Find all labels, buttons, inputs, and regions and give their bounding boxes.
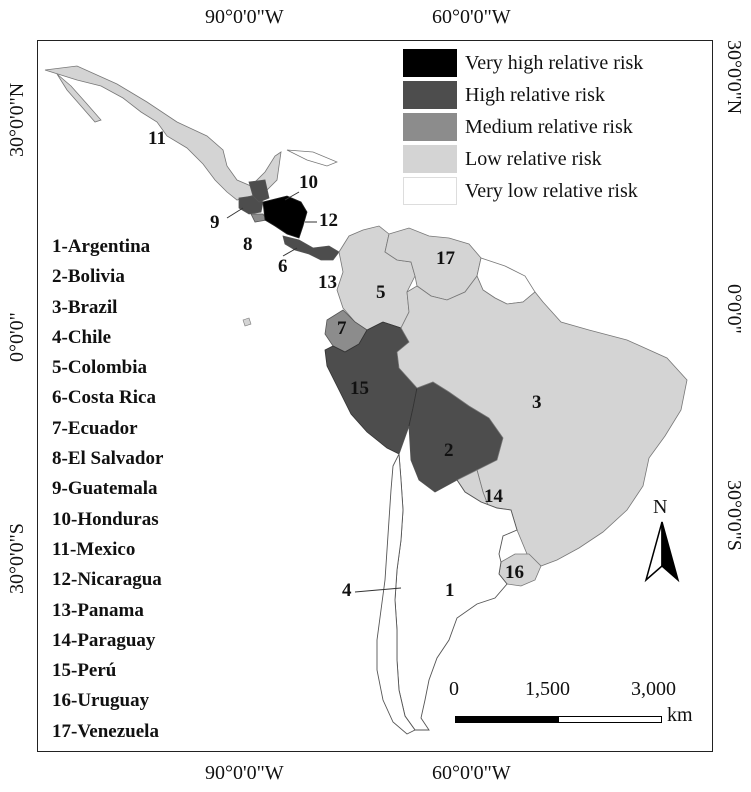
- map-canvas: [44, 65, 688, 735]
- north-label: N: [653, 496, 668, 518]
- country-list-item: 6-Costa Rica: [52, 387, 156, 409]
- coord-top-60w: 60°0'0"W: [432, 6, 511, 28]
- map-number-8: 8: [243, 234, 253, 255]
- scale-bar-black-segment: [455, 716, 558, 723]
- leader-line-6: [282, 247, 298, 257]
- region-chile: [376, 452, 416, 735]
- coord-left-0: 0°0'0": [6, 312, 28, 362]
- coord-left-30n: 30°0'0"N: [6, 82, 28, 157]
- map-number-1: 1: [445, 580, 455, 601]
- region-costa-rica-panama: [282, 235, 340, 261]
- country-list-item: 14-Paraguay: [52, 629, 156, 651]
- scale-tick-0: 0: [449, 678, 459, 700]
- legend-item: Very low relative risk: [403, 176, 703, 206]
- coord-bottom-60w: 60°0'0"W: [432, 762, 511, 784]
- map-number-7: 7: [337, 318, 347, 339]
- legend-swatch-high: [403, 81, 457, 109]
- country-list-item: 11-Mexico: [52, 538, 136, 560]
- map-number-9: 9: [210, 212, 220, 233]
- country-list-item: 4-Chile: [52, 326, 112, 348]
- coord-right-0: 0°0'0": [723, 284, 745, 334]
- map-number-15: 15: [350, 378, 369, 399]
- map-number-13: 13: [318, 272, 337, 293]
- region-brazil: [396, 275, 688, 567]
- map-number-4: 4: [342, 580, 352, 601]
- legend-label: High relative risk: [465, 83, 605, 106]
- legend-item: High relative risk: [403, 80, 703, 110]
- region-baja: [56, 73, 102, 123]
- map-number-6: 6: [278, 256, 288, 277]
- country-list-item: 2-Bolivia: [52, 266, 125, 288]
- legend-item: Medium relative risk: [403, 112, 703, 142]
- country-list-item: 7-Ecuador: [52, 417, 138, 439]
- legend-item: Very high relative risk: [403, 48, 703, 78]
- country-list-item: 13-Panama: [52, 599, 144, 621]
- coord-top-90w: 90°0'0"W: [205, 6, 284, 28]
- map-number-5: 5: [376, 282, 386, 303]
- country-list-item: 16-Uruguay: [52, 690, 150, 712]
- country-list-item: 5-Colombia: [52, 357, 147, 379]
- country-list-item: 9-Guatemala: [52, 478, 158, 500]
- map-number-10: 10: [299, 172, 318, 193]
- map-number-2: 2: [444, 440, 454, 461]
- scale-bar: 0 1,500 3,000 km: [449, 678, 705, 728]
- scale-tick-3000: 3,000: [631, 678, 676, 700]
- map-number-3: 3: [532, 392, 542, 413]
- country-list-item: 8-El Salvador: [52, 448, 164, 470]
- coord-right-30s: 30°0'0"S: [723, 480, 745, 551]
- region-galapagos: [242, 317, 252, 327]
- coord-bottom-90w: 90°0'0"W: [205, 762, 284, 784]
- leader-line-4: [354, 587, 402, 593]
- country-list-item: 15-Perú: [52, 660, 117, 682]
- legend-label: Very low relative risk: [465, 179, 638, 202]
- map-number-11: 11: [148, 128, 166, 149]
- legend: Very high relative risk High relative ri…: [403, 48, 703, 208]
- country-list-item: 12-Nicaragua: [52, 569, 162, 591]
- region-honduras-nicaragua: [262, 195, 308, 239]
- legend-label: Very high relative risk: [465, 51, 644, 74]
- region-caribbean: [286, 149, 338, 167]
- country-list-item: 3-Brazil: [52, 296, 118, 318]
- legend-label: Low relative risk: [465, 147, 602, 170]
- country-list-item: 17-Venezuela: [52, 720, 159, 742]
- map-number-17: 17: [436, 248, 455, 269]
- leader-line-9: [226, 207, 244, 219]
- map-number-12: 12: [319, 210, 338, 231]
- legend-swatch-very-high: [403, 49, 457, 77]
- map-number-14: 14: [484, 486, 503, 507]
- country-list: 1-Argentina 2-Bolivia 3-Brazil 4-Chile 5…: [52, 232, 163, 747]
- legend-swatch-low: [403, 145, 457, 173]
- country-list-item: 10-Honduras: [52, 508, 159, 530]
- legend-swatch-very-low: [403, 177, 457, 205]
- legend-swatch-medium: [403, 113, 457, 141]
- scale-bar-white-segment: [558, 716, 662, 723]
- legend-item: Low relative risk: [403, 144, 703, 174]
- north-arrow-icon: [644, 521, 680, 583]
- leader-line-10: [284, 191, 300, 201]
- north-arrow: N: [640, 496, 684, 586]
- region-belize: [248, 179, 270, 203]
- map-number-16: 16: [505, 562, 524, 583]
- scale-unit: km: [667, 704, 693, 726]
- country-list-item: 1-Argentina: [52, 236, 151, 257]
- scale-tick-1500: 1,500: [525, 678, 570, 700]
- region-mexico: [44, 65, 282, 201]
- legend-label: Medium relative risk: [465, 115, 633, 138]
- coord-left-30s: 30°0'0"S: [6, 523, 28, 594]
- coord-right-30n: 30°0'0"N: [723, 40, 745, 115]
